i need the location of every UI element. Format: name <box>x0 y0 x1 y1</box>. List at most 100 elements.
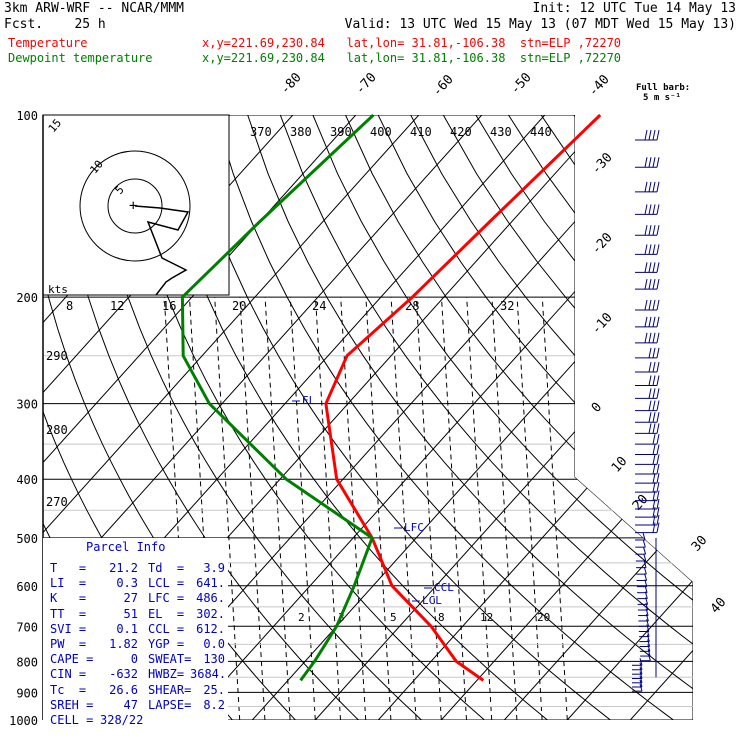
wind-barb-flag <box>652 454 656 465</box>
isotherm--10 <box>251 115 693 720</box>
wind-barb-flag <box>647 653 651 661</box>
profile-series <box>180 113 602 682</box>
wind-barb-flag <box>652 299 656 311</box>
wind-barb-flag <box>652 388 656 399</box>
wind-barb-flag <box>646 619 650 627</box>
parcel-cell: LI = <box>50 576 87 591</box>
pressure-label-800: 800 <box>16 655 38 669</box>
dry-adiabat-430 <box>540 115 693 720</box>
wind-barb-flag <box>652 361 656 373</box>
wind-barb-flag <box>645 597 649 605</box>
parcel-cell: 486. <box>196 591 225 606</box>
isotherm-label-11: 30 <box>689 533 711 555</box>
wind-barb-flag <box>656 481 660 493</box>
wind-barb-flag <box>652 157 656 168</box>
parcel-cell: YGP = <box>148 636 185 651</box>
dry-adiabat-290 <box>84 115 422 720</box>
theta-label-400: 400 <box>370 125 392 139</box>
pressure-label-700: 700 <box>16 620 38 634</box>
series-temperature-line <box>324 113 602 682</box>
wind-barb-flag <box>656 316 660 327</box>
wind-barb-flag <box>656 507 660 518</box>
wind-barb-flag <box>642 540 646 548</box>
parcel-cell: 0.3 <box>116 576 138 591</box>
wind-barb-flag <box>646 629 650 637</box>
parcel-cell: 612. <box>196 621 225 636</box>
level-label-lfc: LFC <box>404 521 424 534</box>
parcel-cell: 1.82 <box>109 636 138 651</box>
dry-adiabat-label-0: 290 <box>46 349 68 363</box>
wind-barb-flag <box>644 316 648 327</box>
wind-barb-flag <box>652 423 656 434</box>
wind-barb-flag <box>644 244 648 255</box>
parcel-cell: Td = <box>148 561 185 575</box>
wind-barb-flag <box>639 662 643 670</box>
mixing-label-upper-12: 12 <box>110 299 124 313</box>
wind-barb-flag <box>656 225 660 236</box>
wind-barb-flag <box>656 347 660 358</box>
isotherm-label-12: 40 <box>708 595 730 617</box>
isotherm-label-3: -50 <box>508 70 535 97</box>
isotherm-label-0: -80 <box>278 70 305 97</box>
wind-barb-flag <box>652 463 656 475</box>
theta-label-380: 380 <box>290 125 312 139</box>
pressure-label-600: 600 <box>16 580 38 594</box>
wind-barb-flag <box>644 204 648 215</box>
parcel-cell: EL = <box>148 606 185 621</box>
mixing-ratio-line--8 <box>239 297 266 720</box>
hodograph-trace <box>134 205 190 296</box>
wind-barb-flag <box>656 204 660 215</box>
wind-barb-flag <box>656 423 660 434</box>
legend-temperature-info: x,y=221.69,230.84 lat,lon= 31.81,-106.38… <box>202 36 622 50</box>
isotherm-label-8: 0 <box>589 400 605 416</box>
parcel-cell: 51 <box>123 606 138 621</box>
parcel-cell: SWEAT= <box>148 652 192 667</box>
wind-barb-flag <box>648 129 652 141</box>
hodograph-center-mark: + <box>129 198 137 214</box>
hodograph-units: kts <box>48 283 68 296</box>
wind-barb-flag <box>644 157 648 168</box>
theta-label-410: 410 <box>410 125 432 139</box>
dry-adiabat-350 <box>279 115 693 720</box>
legend-dewpoint-info: x,y=221.69,230.84 lat,lon= 31.81,-106.38… <box>202 51 622 65</box>
wind-barb-flag <box>648 181 652 192</box>
wind-barb-flag <box>652 375 656 386</box>
pressure-label-900: 900 <box>16 686 38 700</box>
parcel-info-panel <box>43 538 228 730</box>
wind-barb-flag <box>652 347 656 358</box>
wind-barb-flag <box>648 423 652 434</box>
parcel-cell: PW = <box>50 636 87 651</box>
isotherm-label-6: -20 <box>589 230 616 257</box>
parcel-info-title: Parcel Info <box>86 540 166 554</box>
wind-barb-flag <box>642 532 646 541</box>
wind-barb-flag <box>639 675 643 683</box>
mixing-ratio-line-20 <box>415 297 442 720</box>
mixing-label-lower-2: 2 <box>298 611 305 624</box>
isotherm-0 <box>314 115 693 720</box>
dry-adiabat-340 <box>247 115 693 720</box>
parcel-cell: SVI = <box>50 621 87 636</box>
wind-barb-flag <box>646 634 650 642</box>
wind-barb-flag <box>652 316 656 327</box>
wind-barb-flag <box>656 299 660 311</box>
parcel-cell: Tc = <box>50 682 87 697</box>
barb-legend-title: Full barb: <box>636 83 691 93</box>
wind-barb-flag <box>648 225 652 236</box>
wind-barb-flag <box>644 573 648 581</box>
wind-barb-flag <box>656 157 660 168</box>
wind-barb-flag <box>648 204 652 215</box>
wind-barb-flag <box>644 585 648 593</box>
hodograph-ring-5 <box>107 178 163 234</box>
dry-adiabat-380 <box>377 115 693 720</box>
dry-adiabat-440 <box>573 115 693 720</box>
dry-adiabat-410 <box>475 115 693 720</box>
pressure-label-300: 300 <box>16 398 38 412</box>
parcel-cell: 25. <box>203 682 225 697</box>
barb-legend-value: 5 m s⁻¹ <box>643 93 681 103</box>
pressure-label-400: 400 <box>16 473 38 487</box>
parcel-cell: 47 <box>123 697 138 712</box>
mixing-label-upper-20: 20 <box>232 299 246 313</box>
mixing-ratio-line--12 <box>214 297 241 720</box>
wind-barb-flag <box>648 279 652 290</box>
